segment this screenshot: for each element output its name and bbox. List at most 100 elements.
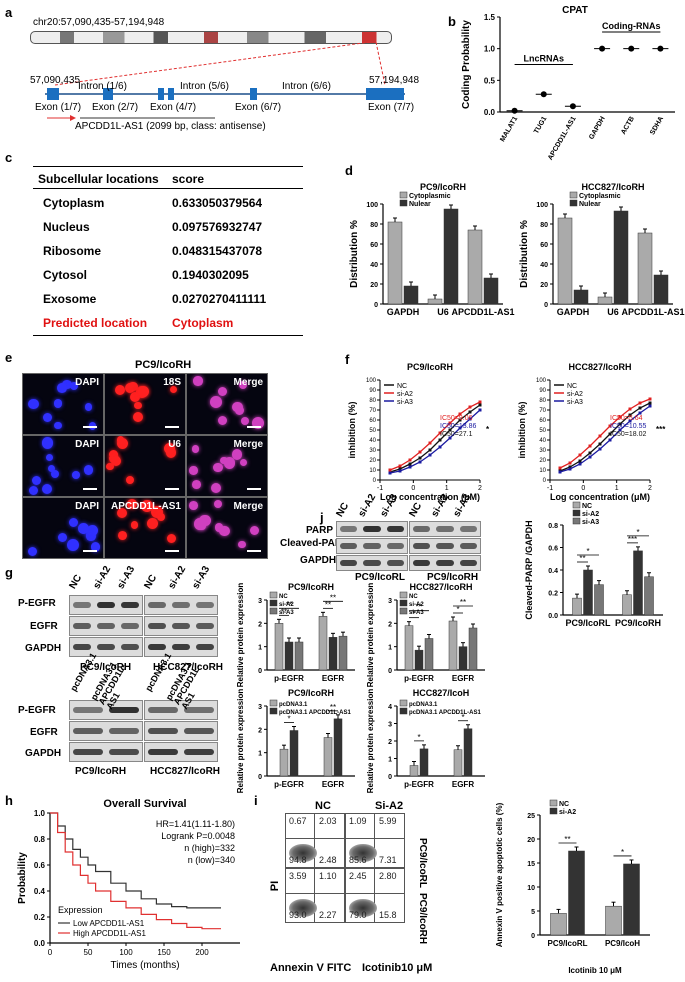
data-point [599, 45, 606, 52]
fish-title: PC9/IcoRH [135, 359, 192, 371]
cell-nucleus [133, 411, 144, 422]
y-tick-label: 0.8 [34, 835, 46, 844]
series-line [559, 402, 651, 472]
x-tick-label: APCDD1L-AS1 [621, 307, 684, 317]
blot-label: P-EGFR [18, 598, 56, 609]
protein-band [386, 543, 404, 549]
protein-band [73, 749, 103, 755]
lane-label: si-A3 [190, 564, 213, 591]
bar [622, 594, 632, 616]
y-tick-label: 20 [370, 282, 378, 289]
data-point [618, 422, 622, 426]
protein-band [436, 560, 454, 566]
y-tick-label: 10 [369, 468, 376, 474]
cell-nucleus [41, 437, 53, 449]
group-label: LncRNAs [523, 54, 564, 64]
bar [409, 765, 419, 777]
y-tick-label: 60 [369, 418, 376, 424]
cell-nucleus [84, 465, 94, 475]
data-point [458, 426, 462, 430]
significance-mark: ** [579, 554, 585, 563]
cell-nucleus [141, 499, 153, 512]
data-point [540, 91, 547, 98]
protein-band [340, 560, 358, 566]
bar [568, 850, 585, 936]
data-point [568, 467, 572, 471]
predicted-location-value: Cytoplasm [172, 316, 234, 330]
significance-mark: * [586, 547, 589, 556]
y-axis-label: Annexin V positive apoptotic cells (%) [495, 802, 504, 947]
cell-population [289, 899, 317, 917]
significance-mark: *** [628, 535, 637, 544]
protein-band [121, 623, 139, 629]
exon-label: Exon (2/7) [92, 102, 139, 113]
egfr-knockdown-chart-pc9: PC9/IcoRH 0 1 2 3 Relative protein expression… [236, 582, 355, 688]
cell-nucleus [45, 453, 53, 461]
data-point [438, 431, 442, 435]
blot-label: GAPDH [300, 555, 337, 566]
micrograph-label: 18S [163, 377, 181, 388]
data-point [628, 407, 632, 411]
y-tick-label: 70 [369, 408, 376, 414]
y-tick-label: 0 [544, 302, 548, 309]
y-axis-label: Distribution % [349, 220, 360, 288]
bar [597, 296, 613, 305]
cell-nucleus [231, 449, 243, 460]
cell-nucleus [213, 462, 223, 473]
table-cell: 0.097576932747 [172, 220, 263, 234]
gate-line [286, 838, 344, 839]
bar [613, 210, 629, 305]
data-point [648, 397, 652, 401]
flow-treatment: Icotinib10 μM [362, 962, 433, 974]
cell-nucleus [191, 445, 200, 453]
x-tick-label: TUG1 [533, 115, 548, 135]
protein-band [172, 623, 190, 629]
data-point [418, 460, 422, 464]
exon-label: Exon (4/7) [150, 102, 197, 113]
chromosome-ideogram [30, 31, 392, 44]
legend-swatch [399, 707, 408, 715]
exon-label: Exon (7/7) [368, 102, 415, 113]
flow-cytometry-plot: 3.59 1.10 93.0 2.27 [285, 868, 345, 923]
data-point [657, 45, 664, 52]
y-tick-label: 1 [258, 645, 262, 652]
legend-swatch [572, 509, 581, 517]
protein-band [148, 602, 166, 608]
scale-bar [165, 550, 179, 552]
stat-label: n (high)=332 [184, 843, 235, 853]
y-tick-label: 4 [388, 704, 392, 711]
protein-band [148, 623, 166, 629]
gene-end: 57,194,948 [369, 75, 420, 86]
chart-title: HCC827/IcoRH [409, 582, 472, 592]
x-tick-label: 2 [478, 485, 482, 492]
protein-band [148, 707, 178, 713]
legend-label: si-A2 [397, 391, 413, 398]
cell-nucleus [106, 462, 114, 471]
cpat-chart: CPAT 0.0 0.5 1.0 1.5 Coding Probability MALAT1… [461, 5, 675, 161]
blot-strip [409, 521, 481, 537]
y-tick-label: 20 [369, 458, 376, 464]
data-point [608, 438, 612, 442]
bar [605, 905, 622, 936]
y-tick-label: 2 [258, 621, 262, 628]
data-point [468, 405, 472, 409]
y-tick-label: 20 [539, 458, 546, 464]
data-point [598, 434, 602, 438]
bar [468, 627, 478, 671]
table-cell: Cytosol [43, 268, 88, 282]
x-tick-label: GAPDH [557, 307, 590, 317]
y-tick-label: 80 [369, 398, 376, 404]
protein-band [340, 526, 358, 532]
gate-line [346, 893, 404, 894]
legend-label: Nulear [409, 201, 431, 208]
protein-band [459, 543, 477, 549]
legend-swatch [399, 591, 408, 599]
panel-label-c: c [5, 150, 13, 165]
cell-nucleus [114, 385, 125, 396]
chart-title: HCC827/IcoRH [568, 362, 631, 372]
protein-band [459, 560, 477, 566]
y-tick-label: 60 [539, 418, 546, 424]
legend-swatch [269, 699, 278, 707]
y-axis-label: Relative protein expression [236, 583, 245, 688]
data-point [448, 421, 452, 425]
